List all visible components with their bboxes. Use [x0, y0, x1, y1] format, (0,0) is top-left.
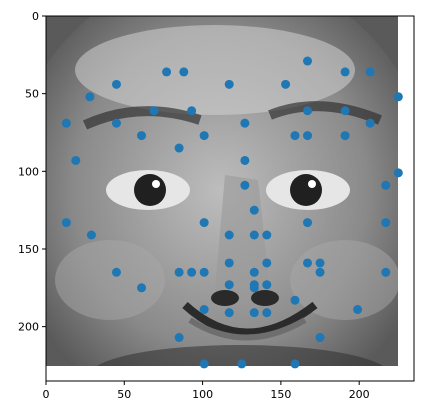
- axes-frame: [45, 15, 415, 382]
- x-tick-label: 200: [349, 388, 370, 401]
- landmark-point: [290, 295, 300, 305]
- x-tick-label: 100: [192, 388, 213, 401]
- landmark-point: [303, 258, 313, 268]
- y-tick-label: 200: [18, 321, 39, 334]
- landmark-point: [111, 267, 121, 277]
- landmark-point: [262, 308, 272, 318]
- landmark-point: [249, 308, 259, 318]
- landmark-point: [174, 333, 184, 343]
- landmark-point: [303, 106, 313, 116]
- landmark-point: [199, 359, 209, 369]
- landmark-point: [199, 218, 209, 228]
- landmark-point: [179, 67, 189, 77]
- landmark-point: [199, 305, 209, 315]
- landmark-point: [224, 79, 234, 89]
- landmark-point: [224, 280, 234, 290]
- landmark-point: [365, 118, 375, 128]
- landmark-point: [262, 280, 272, 290]
- landmark-point: [249, 230, 259, 240]
- landmark-point: [315, 333, 325, 343]
- landmark-point: [340, 131, 350, 141]
- landmark-point: [240, 155, 250, 165]
- landmark-point: [162, 67, 172, 77]
- landmark-point: [262, 230, 272, 240]
- landmark-point: [61, 118, 71, 128]
- landmark-point: [187, 106, 197, 116]
- landmark-point: [340, 67, 350, 77]
- y-tick-label: 50: [25, 88, 39, 101]
- landmark-point: [137, 131, 147, 141]
- y-axis-ticks: 0 50 100 150 200: [18, 10, 46, 334]
- y-tick-label: 0: [32, 10, 39, 23]
- landmark-point: [315, 267, 325, 277]
- landmark-point: [237, 359, 247, 369]
- landmark-point: [290, 131, 300, 141]
- x-tick-label: 50: [117, 388, 131, 401]
- landmark-point: [340, 106, 350, 116]
- landmark-point: [262, 258, 272, 268]
- landmark-point: [187, 267, 197, 277]
- x-axis-ticks: 0 50 100 150 200: [43, 381, 370, 401]
- landmark-point: [85, 92, 95, 102]
- landmark-point: [111, 79, 121, 89]
- landmark-point: [249, 267, 259, 277]
- landmark-point: [137, 283, 147, 293]
- landmark-point: [381, 267, 391, 277]
- landmark-point: [199, 267, 209, 277]
- x-tick-label: 150: [270, 388, 291, 401]
- landmark-point: [174, 267, 184, 277]
- landmark-point: [61, 218, 71, 228]
- landmark-point: [111, 118, 121, 128]
- landmark-point: [303, 56, 313, 66]
- landmark-point: [290, 359, 300, 369]
- landmark-point: [86, 230, 96, 240]
- landmark-point: [174, 143, 184, 153]
- landmark-point: [353, 305, 363, 315]
- landmark-point: [224, 308, 234, 318]
- landmark-point: [281, 79, 291, 89]
- y-tick-label: 100: [18, 165, 39, 178]
- landmark-point: [381, 218, 391, 228]
- x-tick-label: 0: [43, 388, 50, 401]
- landmark-point: [240, 118, 250, 128]
- landmark-point: [249, 283, 259, 293]
- landmark-point: [393, 92, 403, 102]
- landmark-point: [224, 230, 234, 240]
- face-photo: [46, 16, 398, 366]
- landmark-point: [71, 155, 81, 165]
- landmark-point: [240, 180, 250, 190]
- landmark-points: [61, 56, 403, 369]
- y-tick-label: 150: [18, 243, 39, 256]
- landmark-point: [224, 258, 234, 268]
- landmark-point: [393, 168, 403, 178]
- landmark-point: [303, 218, 313, 228]
- landmark-point: [303, 131, 313, 141]
- landmark-point: [315, 258, 325, 268]
- landmark-point: [149, 106, 159, 116]
- landmark-point: [381, 180, 391, 190]
- landmark-point: [365, 67, 375, 77]
- landmark-point: [249, 205, 259, 215]
- landmark-point: [199, 131, 209, 141]
